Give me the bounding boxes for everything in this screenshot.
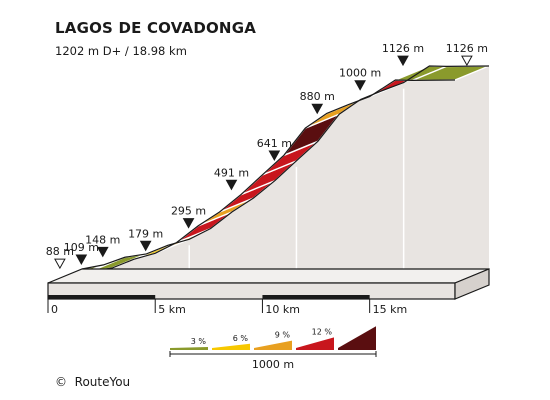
elevation-marker-label: 148 m (85, 233, 120, 246)
elevation-marker (225, 179, 238, 191)
profile-side-face (82, 66, 489, 269)
elevation-marker (354, 80, 366, 91)
legend-swatch (296, 337, 334, 350)
elevation-marker-label: 491 m (214, 166, 249, 179)
profile-front-edge (47, 79, 456, 284)
elevation-marker-label: 1126 m (382, 42, 424, 55)
elevation-marker (139, 240, 152, 252)
copyright-symbol: © (55, 375, 67, 389)
legend-label: 6 % (233, 334, 249, 343)
elevation-marker (96, 246, 109, 258)
base-km-band-0 (48, 295, 156, 299)
base-km-band-10 (262, 295, 370, 299)
credit-line: © RouteYou (55, 375, 130, 389)
x-tick-label: 15 km (373, 303, 408, 316)
elevation-marker-label: 641 m (257, 137, 292, 150)
elevation-marker (54, 258, 66, 270)
elevation-marker-label: 1126 m (446, 42, 488, 55)
x-tick-label: 10 km (265, 303, 300, 316)
legend-label: 3 % (191, 337, 207, 346)
legend-swatch (254, 340, 292, 350)
elevation-marker (397, 55, 409, 67)
credit-text: RouteYou (74, 375, 131, 389)
chart-subtitle: 1202 m D+ / 18.98 km (55, 44, 187, 58)
elevation-marker-label: 179 m (128, 227, 163, 240)
elevation-marker (182, 218, 195, 229)
legend-label: 9 % (275, 331, 291, 340)
legend-swatch (338, 326, 376, 350)
chart-title: LAGOS DE COVADONGA (55, 19, 257, 37)
profile-back-edge (81, 65, 490, 270)
elevation-marker-label: 109 m (64, 241, 99, 254)
legend-label: 12 % (312, 327, 333, 336)
elevation-marker (75, 254, 88, 266)
x-tick-label: 0 (51, 303, 58, 316)
elevation-marker (311, 103, 324, 115)
elevation-marker-label: 1000 m (339, 67, 381, 80)
legend-swatch (212, 343, 250, 350)
elevation-marker (268, 150, 281, 161)
legend-swatch (170, 347, 208, 350)
x-tick-label: 5 km (158, 303, 186, 316)
elevation-marker-label: 88 m (46, 245, 74, 258)
legend-scale-label: 1000 m (252, 358, 294, 371)
elevation-marker-label: 295 m (171, 205, 206, 218)
base-end-face (454, 268, 490, 300)
elevation-marker-label: 880 m (300, 90, 335, 103)
base-top (47, 268, 490, 284)
elevation-marker (461, 55, 473, 67)
